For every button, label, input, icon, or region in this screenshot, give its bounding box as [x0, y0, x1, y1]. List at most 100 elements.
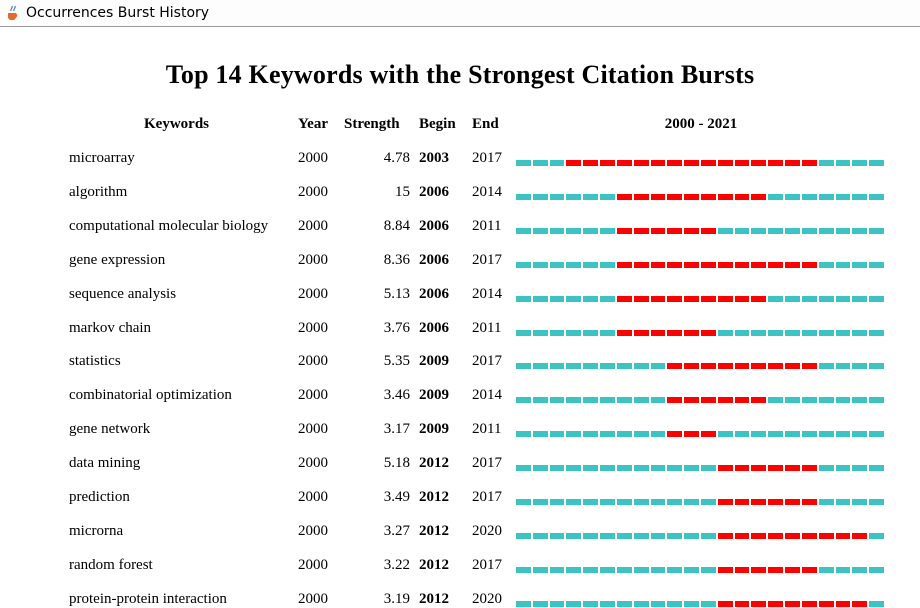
window-title: Occurrences Burst History: [26, 5, 210, 21]
burst-segment: [717, 193, 733, 200]
burst-segment: [633, 261, 649, 268]
strength-cell: 4.78: [383, 150, 410, 166]
normal-segment: [835, 193, 851, 200]
burst-segment: [801, 363, 817, 370]
normal-segment: [835, 227, 851, 234]
normal-segment: [583, 261, 599, 268]
normal-segment: [650, 566, 666, 573]
burst-timeline: [516, 363, 886, 370]
burst-segment: [650, 295, 666, 302]
burst-segment: [633, 160, 649, 166]
normal-segment: [684, 499, 699, 505]
end-cell: 2017: [472, 353, 502, 370]
burst-segment: [734, 499, 750, 505]
burst-segment: [650, 329, 666, 336]
burst-segment: [566, 160, 582, 166]
strength-cell: 3.17: [383, 421, 410, 438]
end-cell: 2020: [472, 522, 502, 539]
normal-segment: [684, 532, 699, 539]
normal-segment: [852, 397, 868, 404]
normal-segment: [600, 600, 615, 607]
normal-segment: [852, 363, 868, 370]
end-cell: 2017: [472, 150, 502, 166]
year-cell: 2000: [298, 455, 328, 472]
normal-segment: [532, 329, 548, 336]
normal-segment: [768, 295, 784, 302]
burst-timeline: [516, 566, 886, 573]
burst-segment: [667, 363, 683, 370]
burst-segment: [701, 261, 716, 268]
burst-segment: [667, 295, 683, 302]
strength-cell: 3.19: [383, 590, 410, 607]
normal-segment: [801, 397, 817, 404]
burst-segment: [751, 397, 767, 404]
burst-segment: [852, 532, 868, 539]
burst-segment: [717, 363, 733, 370]
begin-cell: 2003: [419, 150, 449, 166]
normal-segment: [751, 227, 767, 234]
normal-segment: [852, 566, 868, 573]
normal-segment: [532, 600, 548, 607]
burst-segment: [616, 193, 632, 200]
normal-segment: [549, 160, 565, 166]
normal-segment: [616, 532, 632, 539]
end-cell: 2011: [472, 319, 502, 336]
normal-segment: [650, 465, 666, 472]
begin-cell: 2006: [419, 251, 449, 268]
keyword-cell: random forest: [69, 556, 153, 573]
normal-segment: [549, 261, 565, 268]
report-title: Top 14 Keywords with the Strongest Citat…: [165, 60, 755, 89]
begin-cell: 2006: [419, 217, 449, 234]
normal-segment: [532, 465, 548, 472]
normal-segment: [818, 295, 834, 302]
header-year: Year: [298, 116, 328, 132]
normal-segment: [549, 431, 565, 438]
burst-segment: [734, 397, 750, 404]
normal-segment: [785, 431, 800, 438]
end-cell: 2014: [472, 387, 502, 404]
normal-segment: [852, 329, 868, 336]
normal-segment: [785, 193, 800, 200]
normal-segment: [532, 295, 548, 302]
normal-segment: [532, 160, 548, 166]
normal-segment: [600, 397, 615, 404]
normal-segment: [835, 397, 851, 404]
normal-segment: [633, 431, 649, 438]
keyword-cell: computational molecular biology: [69, 217, 269, 234]
normal-segment: [516, 227, 531, 234]
burst-segment: [785, 600, 800, 607]
normal-segment: [566, 431, 582, 438]
normal-segment: [734, 431, 750, 438]
normal-segment: [516, 532, 531, 539]
normal-segment: [701, 532, 716, 539]
normal-segment: [818, 329, 834, 336]
normal-segment: [768, 329, 784, 336]
normal-segment: [549, 499, 565, 505]
normal-segment: [583, 532, 599, 539]
normal-segment: [532, 261, 548, 268]
burst-segment: [734, 566, 750, 573]
burst-segment: [751, 160, 767, 166]
normal-segment: [566, 532, 582, 539]
normal-segment: [785, 227, 800, 234]
year-cell: 2000: [298, 353, 328, 370]
burst-segment: [701, 227, 716, 234]
normal-segment: [818, 499, 834, 505]
normal-segment: [566, 600, 582, 607]
normal-segment: [869, 363, 884, 370]
burst-segment: [667, 397, 683, 404]
normal-segment: [734, 329, 750, 336]
normal-segment: [835, 499, 851, 505]
strength-cell: 15: [395, 183, 410, 200]
normal-segment: [566, 329, 582, 336]
keyword-cell: markov chain: [69, 319, 152, 336]
normal-segment: [852, 227, 868, 234]
normal-segment: [869, 397, 884, 404]
burst-segment: [835, 532, 851, 539]
normal-segment: [717, 329, 733, 336]
normal-segment: [701, 465, 716, 472]
burst-timeline: [516, 227, 886, 234]
burst-segment: [734, 363, 750, 370]
normal-segment: [633, 600, 649, 607]
keyword-cell: statistics: [69, 353, 121, 370]
